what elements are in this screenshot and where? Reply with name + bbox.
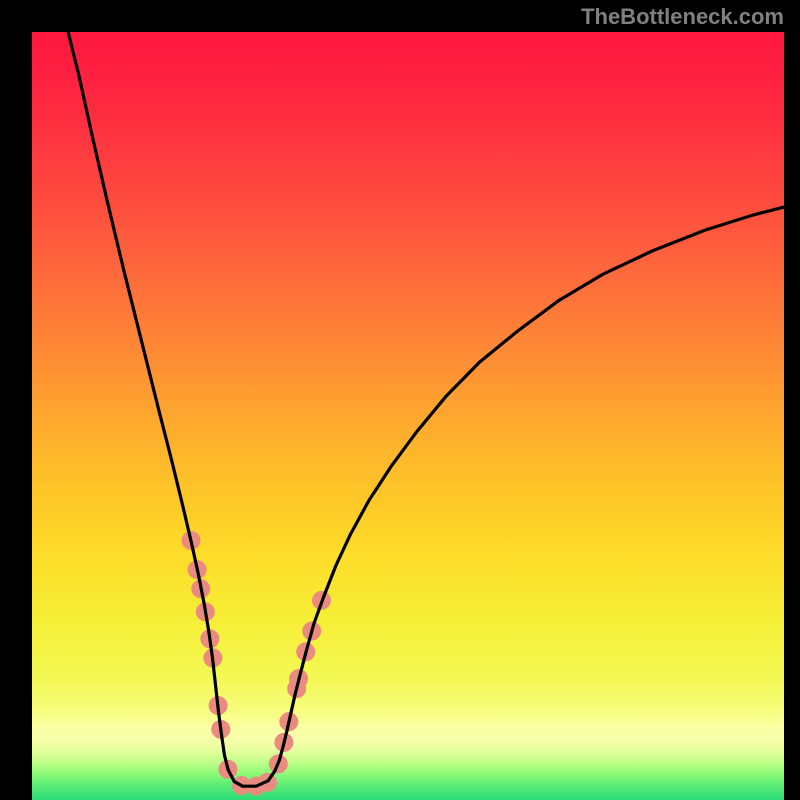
chart-frame xyxy=(0,0,800,800)
watermark-text: TheBottleneck.com xyxy=(581,4,784,30)
chart-container: TheBottleneck.com xyxy=(0,0,800,800)
